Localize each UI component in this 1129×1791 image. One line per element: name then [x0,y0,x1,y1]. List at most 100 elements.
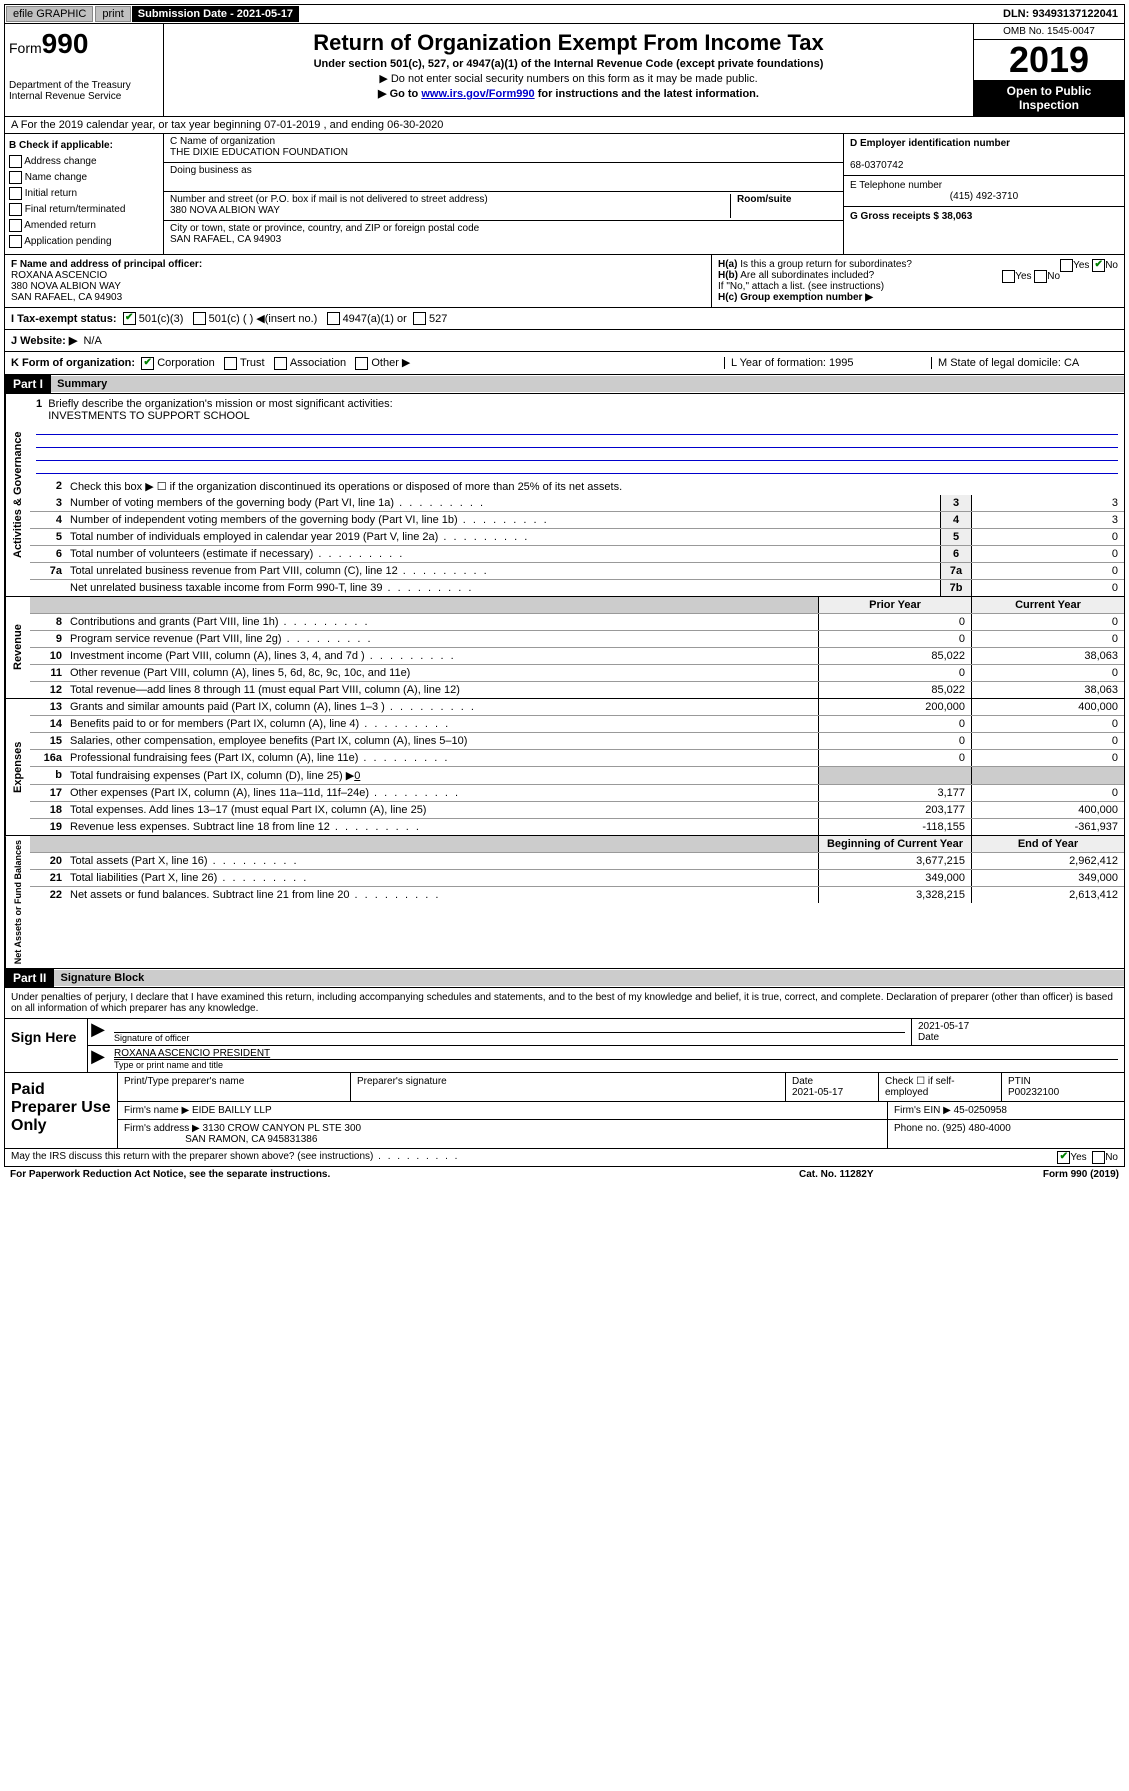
b-opt-3: Final return/terminated [25,204,126,215]
current-year-header: Current Year [971,597,1124,613]
discuss-no[interactable] [1092,1151,1105,1164]
ha-yes[interactable] [1060,259,1073,272]
ptin-value: P00232100 [1008,1087,1059,1098]
year-formation: L Year of formation: 1995 [724,357,931,369]
l15-desc: Salaries, other compensation, employee b… [70,735,467,747]
dept-treasury: Department of the Treasury [9,80,159,91]
sign-here-label: Sign Here [5,1019,88,1072]
l17-curr: 0 [971,785,1124,801]
l10-desc: Investment income (Part VIII, column (A)… [70,650,365,662]
vtab-expenses: Expenses [5,699,30,835]
date-label: Date [918,1032,1118,1043]
netassets-block: Net Assets or Fund Balances Beginning of… [4,836,1125,969]
cb-4947[interactable] [327,312,340,325]
l7a-val: 0 [971,563,1124,579]
name-label: Type or print name and title [114,1059,1118,1070]
l15-prior: 0 [818,733,971,749]
begin-year-header: Beginning of Current Year [818,836,971,852]
cb-527[interactable] [413,312,426,325]
prep-self-emp: Check ☐ if self-employed [879,1073,1002,1101]
state-domicile: M State of legal domicile: CA [931,357,1118,369]
cb-other[interactable] [355,357,368,370]
cb-final[interactable] [9,203,22,216]
cb-amended[interactable] [9,219,22,232]
l9-desc: Program service revenue (Part VIII, line… [70,633,282,645]
j-label: J Website: ▶ [11,334,77,347]
officer-addr2: SAN RAFAEL, CA 94903 [11,292,122,303]
paperwork-notice: For Paperwork Reduction Act Notice, see … [10,1169,799,1180]
form-990: 990 [42,28,89,59]
l17-prior: 3,177 [818,785,971,801]
form-subtitle: Under section 501(c), 527, or 4947(a)(1)… [172,58,965,70]
vtab-netassets: Net Assets or Fund Balances [5,836,30,968]
hb-no[interactable] [1034,270,1047,283]
preparer-label: Paid Preparer Use Only [5,1073,118,1148]
l20-desc: Total assets (Part X, line 16) [70,855,208,867]
end-year-header: End of Year [971,836,1124,852]
discuss-yes[interactable] [1057,1151,1070,1164]
identity-block: B Check if applicable: Address change Na… [4,134,1125,255]
part1-title: Summary [57,378,107,390]
c-name-label: C Name of organization [170,136,275,147]
l18-curr: 400,000 [971,802,1124,818]
l10-curr: 38,063 [971,648,1124,664]
i-opt-0: 501(c)(3) [139,313,184,325]
part2-header: Part II [5,969,54,987]
cb-assoc[interactable] [274,357,287,370]
sign-date: 2021-05-17 [918,1021,969,1032]
top-bar: efile GRAPHIC print Submission Date - 20… [4,4,1125,24]
l7b-val: 0 [971,580,1124,596]
l12-curr: 38,063 [971,682,1124,698]
l13-desc: Grants and similar amounts paid (Part IX… [70,701,385,713]
prior-year-header: Prior Year [818,597,971,613]
print-button[interactable]: print [95,6,130,22]
cb-pending[interactable] [9,235,22,248]
expenses-block: Expenses 13Grants and similar amounts pa… [4,699,1125,836]
firm-phone: (925) 480-4000 [942,1123,1010,1134]
b-opt-0: Address change [24,156,96,167]
line-1: 1 Briefly describe the organization's mi… [30,394,1124,478]
l3-val: 3 [971,495,1124,511]
phone-value: (415) 492-3710 [850,191,1118,202]
l1-desc: Briefly describe the organization's miss… [48,398,392,410]
l6-val: 0 [971,546,1124,562]
form-footer: Form 990 (2019) [979,1169,1119,1180]
irs-link[interactable]: www.irs.gov/Form990 [421,88,534,100]
i-label: I Tax-exempt status: [11,313,117,325]
cb-501c[interactable] [193,312,206,325]
b-opt-2: Initial return [25,188,77,199]
cb-address-change[interactable] [9,155,22,168]
l7a-desc: Total unrelated business revenue from Pa… [70,565,398,577]
ha-no[interactable] [1092,259,1105,272]
ptin-label: PTIN [1008,1076,1031,1087]
note-link: ▶ Go to www.irs.gov/Form990 for instruct… [172,87,965,100]
cb-501c3[interactable] [123,312,136,325]
cb-corp[interactable] [141,357,154,370]
arrow-icon: ▶ [88,1019,108,1045]
l19-desc: Revenue less expenses. Subtract line 18 … [70,821,330,833]
i-opt-1: 501(c) ( ) ◀(insert no.) [209,312,318,325]
l21-desc: Total liabilities (Part X, line 26) [70,872,217,884]
prep-date: 2021-05-17 [792,1087,843,1098]
l2-desc: Check this box ▶ ☐ if the organization d… [66,478,1124,495]
vtab-governance: Activities & Governance [5,394,30,596]
l16a-desc: Professional fundraising fees (Part IX, … [70,752,358,764]
i-opt-3: 527 [429,313,447,325]
l6-desc: Total number of volunteers (estimate if … [70,548,313,560]
cb-trust[interactable] [224,357,237,370]
l14-curr: 0 [971,716,1124,732]
l9-prior: 0 [818,631,971,647]
officer-name: ROXANA ASCENCIO [11,270,107,281]
discuss-text: May the IRS discuss this return with the… [11,1151,373,1162]
cb-name-change[interactable] [9,171,22,184]
l19-curr: -361,937 [971,819,1124,835]
l21-prior: 349,000 [818,870,971,886]
firm-label: Firm's name ▶ [124,1105,189,1116]
cb-initial[interactable] [9,187,22,200]
l8-desc: Contributions and grants (Part VIII, lin… [70,616,279,628]
l4-val: 3 [971,512,1124,528]
l14-prior: 0 [818,716,971,732]
hb-yes[interactable] [1002,270,1015,283]
l8-curr: 0 [971,614,1124,630]
l22-prior: 3,328,215 [818,887,971,903]
